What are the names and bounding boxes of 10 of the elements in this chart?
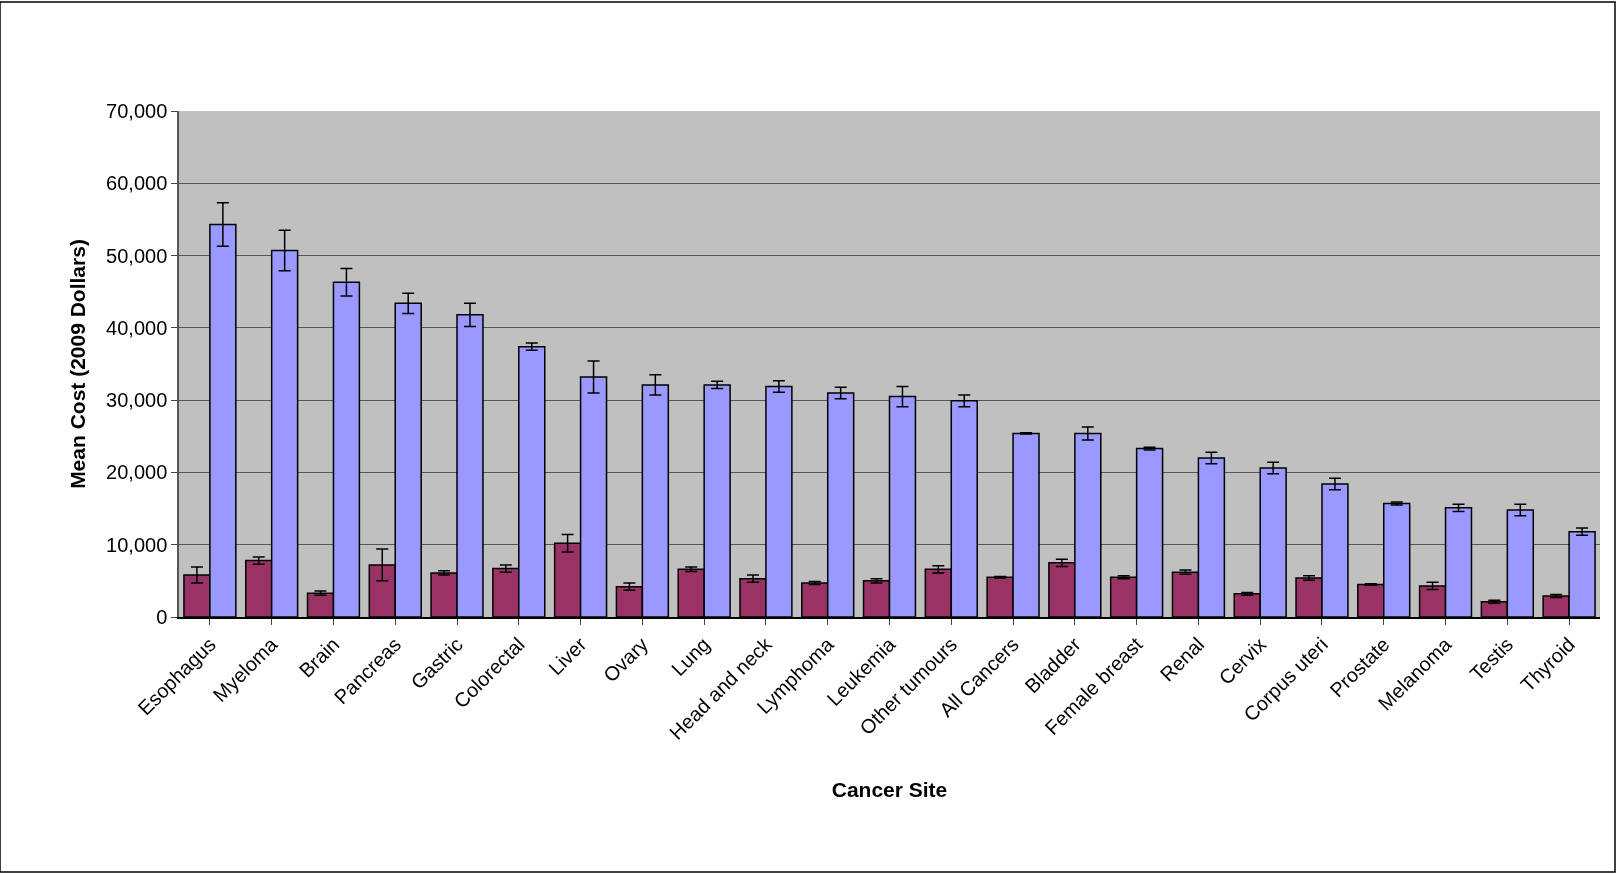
y-tick-label: 20,000 [106, 461, 168, 484]
y-tick-label: 50,000 [106, 244, 168, 267]
x-axis-title: Cancer Site [831, 778, 948, 802]
y-tick-label: 40,000 [106, 316, 168, 339]
y-tick-label: 70,000 [106, 100, 168, 122]
y-tick-label: 30,000 [106, 389, 168, 412]
y-tick-label: 60,000 [106, 172, 168, 195]
y-tick-label: 10,000 [106, 533, 168, 556]
y-axis-title: Mean Cost (2009 Dollars) [65, 239, 89, 489]
y-tick-label: 0 [156, 606, 168, 628]
